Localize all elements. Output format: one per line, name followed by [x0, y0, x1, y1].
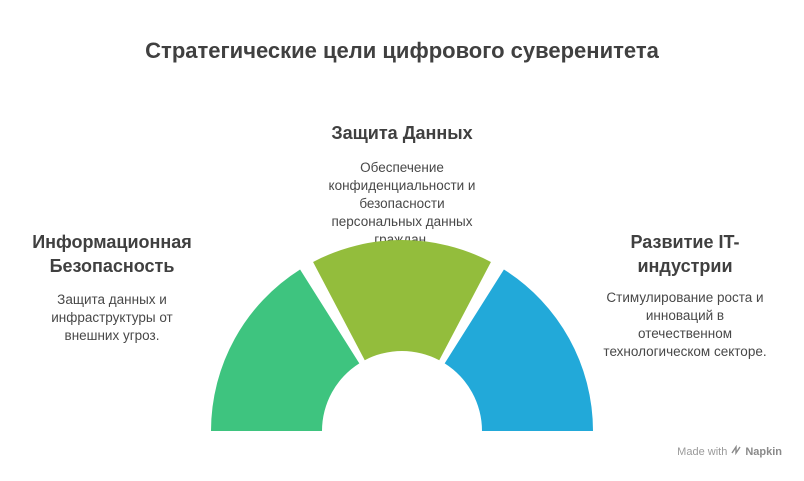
desc-line: Стимулирование роста и — [606, 290, 764, 305]
heading-line: Защита Данных — [331, 123, 473, 143]
desc-line: внешних угроз. — [64, 328, 160, 343]
desc-line: инноваций в — [645, 308, 725, 323]
segment-desc-information-security: Защита данных и инфраструктуры от внешни… — [14, 291, 210, 345]
page-title: Стратегические цели цифрового суверените… — [145, 38, 659, 63]
segment-desc-it-industry: Стимулирование роста и инноваций в отече… — [580, 289, 790, 361]
desc-line: безопасности — [359, 196, 445, 211]
made-with-label: Made with — [677, 445, 728, 458]
heading-line: Безопасность — [49, 256, 175, 276]
desc-line: инфраструктуры от — [51, 310, 173, 325]
desc-line: конфиденциальности и — [328, 178, 476, 193]
desc-line: отечественном — [637, 326, 732, 341]
segment-heading-information-security: Информационная Безопасность — [14, 230, 210, 278]
brand-label: Napkin — [745, 445, 782, 458]
desc-line: технологическом секторе. — [603, 344, 767, 359]
heading-line: индустрии — [637, 256, 733, 276]
heading-line: Информационная — [32, 232, 192, 252]
desc-line: Обеспечение — [360, 160, 444, 175]
ring-segment-it-industry — [444, 269, 593, 431]
footer-watermark: Made with Napkin — [677, 444, 782, 458]
napkin-logo-icon — [731, 444, 741, 458]
segment-desc-data-protection: Обеспечение конфиденциальности и безопас… — [282, 159, 522, 249]
ring-segment-information-security — [211, 269, 360, 431]
heading-line: Развитие IT- — [630, 232, 740, 252]
segment-heading-data-protection: Защита Данных — [282, 121, 522, 145]
desc-line: персональных данных — [331, 214, 473, 229]
ring-segment-data-protection — [313, 239, 491, 361]
segment-heading-it-industry: Развитие IT- индустрии — [580, 230, 790, 278]
desc-line: Защита данных и — [57, 292, 167, 307]
